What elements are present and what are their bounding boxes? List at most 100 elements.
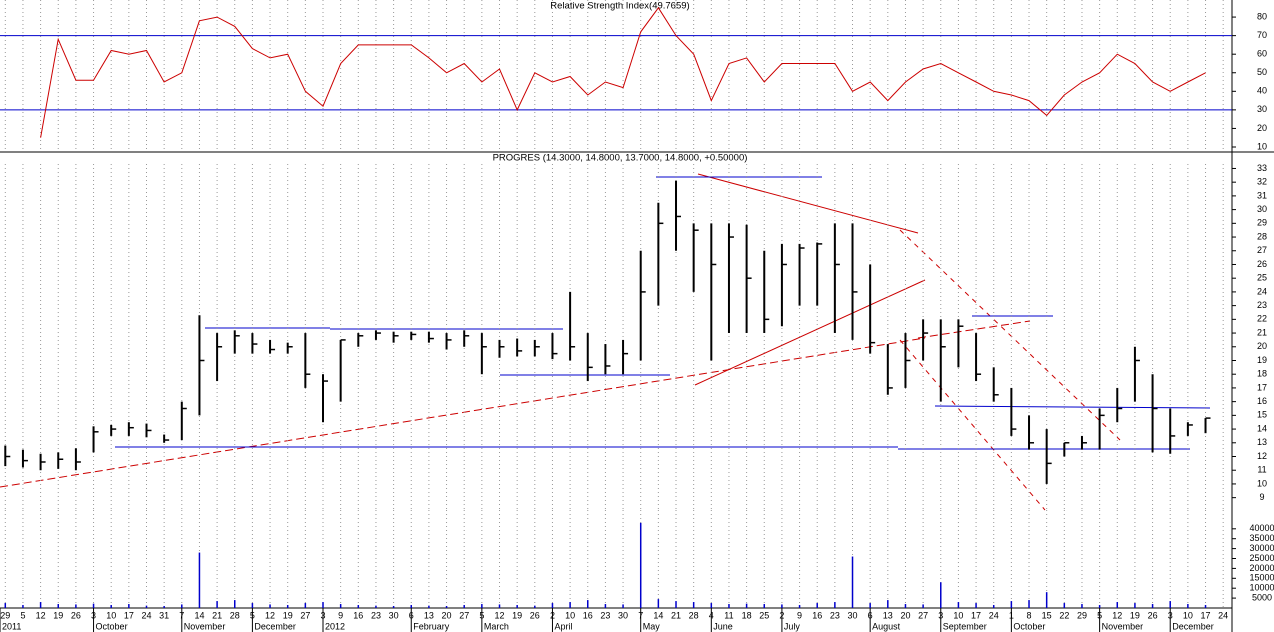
volume-bar [516,605,518,608]
volume-bar [1151,604,1154,608]
y-tick-label: 35000 [1249,533,1274,543]
x-tick-label: 20 [900,610,910,620]
volume-bar [75,604,77,608]
volume-bar [1116,602,1119,608]
volume-bar [4,603,7,608]
x-tick-label: 24 [141,610,151,620]
volume-bar [39,602,42,608]
x-tick-label: 18 [742,610,752,620]
x-tick-label: 9 [797,610,802,620]
volume-bar [128,604,130,608]
x-tick-label: 30 [848,610,858,620]
month-label: May [643,621,661,631]
panel: 9 10 11 12 13 14 15 16 17 18 19 20 21 22 23 24 25 26 27 28 2… [4,153,1267,510]
level-line [934,405,1211,409]
y-tick-label: 29 [1257,218,1267,228]
month-label: June [713,621,733,631]
volume-bar [392,606,395,608]
x-tick-label: 29 [1077,610,1087,620]
x-tick-label: 25 [759,610,769,620]
y-tick-label: 15 [1257,410,1267,420]
volume-bar [357,605,360,608]
trend-lines [0,173,1211,511]
volume-bar [587,600,589,608]
month-label: November [1102,621,1144,631]
panel-title: PROGRES (14.3000, 14.8000, 13.7000, 14.8… [493,153,748,164]
volume-bar [498,604,501,608]
month-label: December [1172,621,1214,631]
x-tick-label: 12 [36,610,46,620]
volume-bar [481,604,483,608]
volume-bar [286,605,289,608]
y-tick-label: 14 [1257,423,1267,433]
month-label: October [96,621,128,631]
x-tick-label: 15 [1042,610,1052,620]
y-tick-label: 32 [1257,177,1267,187]
volume-bar [463,605,465,608]
x-tick-label: 26 [530,610,540,620]
volume-bar [428,605,430,608]
y-tick-label: 28 [1257,231,1267,241]
y-tick-label: 12 [1257,451,1267,461]
volume-bar [957,602,960,608]
x-tick-label: 16 [353,610,363,620]
trend-line [697,173,919,234]
volume-bar [1098,605,1101,608]
y-tick-label: 21 [1257,327,1267,337]
y-tick-label: 9 [1259,492,1264,502]
volume-bar [1081,604,1083,608]
x-tick-label: 21 [671,610,681,620]
volume-bar [1063,603,1066,608]
x-tick-label: 27 [918,610,928,620]
volume-bar [1010,601,1013,608]
y-tick-label: 20 [1257,341,1267,351]
volume-bar [198,552,201,608]
volume-bar [869,603,871,608]
trend-line [0,337,926,488]
month-label: April [554,621,572,631]
x-tick-label: 31 [159,610,169,620]
volume-bar [304,603,307,608]
x-tick-label: 17 [1201,610,1211,620]
month-label: October [1013,621,1045,631]
y-tick-label: 16 [1257,396,1267,406]
x-tick-label: 28 [230,610,240,620]
volume-bar [992,605,995,608]
volume-bar [675,601,677,608]
month-label: August [872,621,901,631]
x-tick-label: 23 [371,610,381,620]
y-tick-label: 20 [1257,123,1267,133]
x-tick-label: 11 [724,610,733,620]
volume-bar [110,605,112,608]
volume-bar [657,599,660,608]
y-tick-label: 25000 [1249,553,1274,563]
volume-bar [622,604,624,608]
volume-bar [728,604,730,608]
x-tick-label: 23 [830,610,840,620]
y-tick-label: 11 [1257,465,1266,475]
volume-bar [1187,604,1189,608]
volume-bar [181,604,183,608]
y-tick-label: 23 [1257,300,1267,310]
y-tick-label: 18 [1257,369,1267,379]
volume-bar [551,603,554,608]
x-tick-label: 14 [194,610,204,620]
x-tick-label: 30 [618,610,628,620]
x-tick-label: 13 [424,610,434,620]
month-label: 2011 [2,621,21,631]
panel-title: Relative Strength Index(49.7659) [550,1,689,12]
x-tick-label: 10 [1183,610,1193,620]
x-tick-label: 17 [124,610,134,620]
x-tick-label: 26 [71,610,81,620]
volume-bar [375,605,377,608]
volume-bar [745,603,748,608]
volume-bar [1169,601,1171,608]
volume-bar [887,600,889,608]
y-tick-label: 60 [1257,49,1267,59]
volume-bar [975,603,977,608]
y-tick-label: 80 [1257,11,1267,21]
x-tick-label: 17 [971,610,981,620]
volume-bar [834,602,836,608]
volume-bar [604,604,607,608]
